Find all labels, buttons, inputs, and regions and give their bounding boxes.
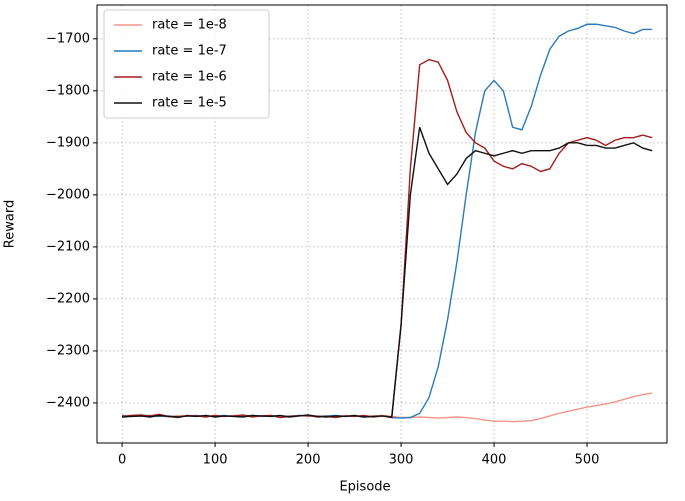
plot-frame — [96, 4, 668, 444]
legend-box — [103, 9, 270, 119]
legend: rate = 1e-8 rate = 1e-7 rate = 1e-6 rate = … — [103, 9, 270, 119]
x-tick-label: 200 — [296, 453, 321, 468]
y-tick-label: −1800 — [46, 83, 90, 98]
y-axis-label: Reward — [3, 200, 18, 248]
x-tick-label: 500 — [575, 453, 600, 468]
x-axis-label: Episode — [339, 480, 390, 495]
x-tick-label: 300 — [389, 453, 414, 468]
y-tick-label: −1900 — [46, 135, 90, 150]
y-tick-label: −2100 — [46, 239, 90, 254]
y-tick-label: −2300 — [46, 343, 90, 358]
x-tick-label: 100 — [203, 453, 228, 468]
y-tick-label: −2200 — [46, 291, 90, 306]
legend-label: rate = 1e-7 — [152, 44, 227, 59]
x-tick-label: 400 — [482, 453, 507, 468]
legend-label: rate = 1e-8 — [152, 18, 227, 33]
y-tick-label: −2400 — [46, 395, 90, 410]
x-tick-label: 0 — [118, 453, 126, 468]
legend-label: rate = 1e-6 — [152, 70, 227, 85]
y-tick-label: −1700 — [46, 31, 90, 46]
y-tick-label: −2000 — [46, 187, 90, 202]
legend-label: rate = 1e-5 — [152, 96, 227, 111]
series-line — [122, 127, 653, 418]
